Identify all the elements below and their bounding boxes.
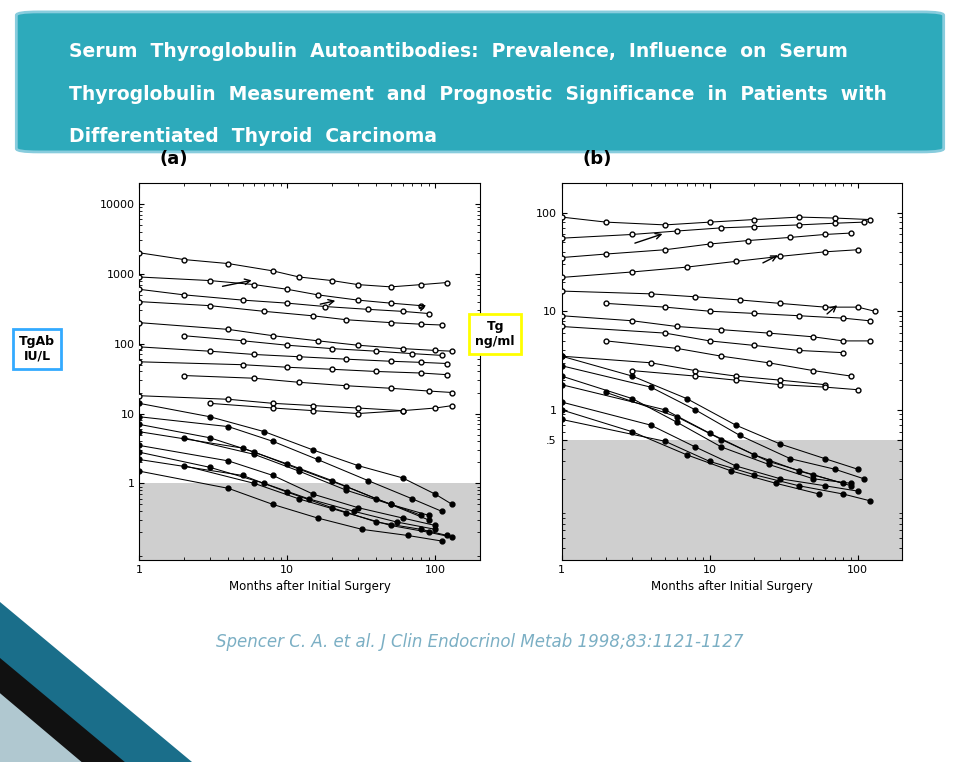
FancyBboxPatch shape [16, 12, 944, 152]
Text: Spencer C. A. et al. J Clin Endocrinol Metab 1998;83:1121-1127: Spencer C. A. et al. J Clin Endocrinol M… [216, 633, 744, 651]
Text: Serum  Thyroglobulin  Autoantibodies:  Prevalence,  Influence  on  Serum: Serum Thyroglobulin Autoantibodies: Prev… [69, 42, 849, 61]
Text: (a): (a) [159, 150, 188, 168]
Text: (b): (b) [582, 150, 612, 168]
Text: Tg
ng/ml: Tg ng/ml [475, 320, 515, 347]
Text: TgAb
IU/L: TgAb IU/L [19, 335, 55, 363]
X-axis label: Months after Initial Surgery: Months after Initial Surgery [651, 581, 813, 594]
Bar [562, 440, 902, 560]
X-axis label: Months after Initial Surgery: Months after Initial Surgery [228, 581, 391, 594]
Text: Differentiated  Thyroid  Carcinoma: Differentiated Thyroid Carcinoma [69, 127, 438, 146]
Polygon shape [0, 658, 125, 762]
Bar [139, 483, 480, 560]
Text: Thyroglobulin  Measurement  and  Prognostic  Significance  in  Patients  with: Thyroglobulin Measurement and Prognostic… [69, 85, 887, 104]
Polygon shape [0, 602, 192, 762]
Polygon shape [0, 693, 82, 762]
